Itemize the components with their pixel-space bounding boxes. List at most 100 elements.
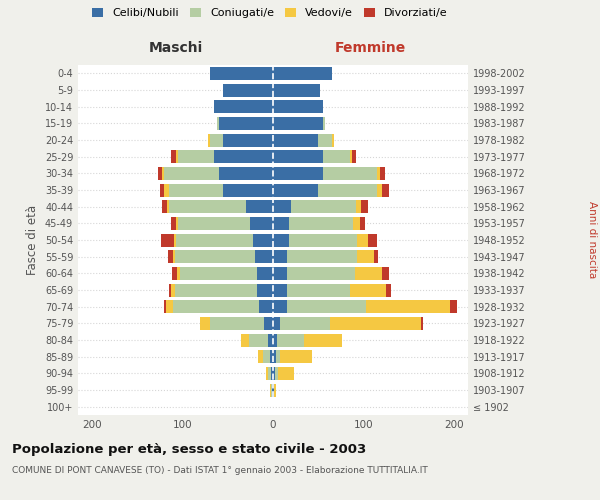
Bar [274,384,276,396]
Bar [304,334,342,346]
Bar [367,300,450,313]
Bar [168,250,173,263]
Text: COMUNE DI PONT CANAVESE (TO) - Dati ISTAT 1° gennaio 2003 - Elaborazione TUTTITA: COMUNE DI PONT CANAVESE (TO) - Dati ISTA… [12,466,428,475]
Bar [253,234,273,246]
Bar [250,217,273,230]
Bar [259,300,273,313]
Bar [273,317,280,330]
Bar [173,300,259,313]
Bar [323,150,350,163]
Bar [377,167,380,180]
Bar [257,267,273,280]
Bar [278,367,294,380]
Bar [209,317,264,330]
Bar [291,200,356,213]
Bar [158,167,163,180]
Bar [380,167,385,180]
Bar [276,350,280,363]
Bar [179,267,257,280]
Bar [257,350,263,363]
Bar [268,334,273,346]
Bar [358,250,374,263]
Bar [273,100,323,113]
Bar [271,384,272,396]
Text: Maschi: Maschi [148,41,203,55]
Bar [273,134,319,146]
Bar [200,317,209,330]
Bar [273,184,319,196]
Bar [208,134,209,146]
Bar [263,350,270,363]
Bar [257,284,273,296]
Bar [355,267,382,280]
Bar [169,284,170,296]
Y-axis label: Fasce di età: Fasce di età [26,205,39,275]
Bar [209,67,273,80]
Bar [350,150,352,163]
Bar [255,250,273,263]
Bar [173,250,175,263]
Bar [175,284,257,296]
Bar [176,217,178,230]
Bar [377,184,382,196]
Bar [382,267,389,280]
Bar [280,317,330,330]
Bar [160,184,164,196]
Bar [289,217,353,230]
Bar [209,134,223,146]
Bar [273,200,291,213]
Bar [214,100,273,113]
Bar [172,150,176,163]
Bar [368,234,377,246]
Text: Popolazione per età, sesso e stato civile - 2003: Popolazione per età, sesso e stato civil… [12,442,366,456]
Bar [352,150,356,163]
Bar [356,200,361,213]
Bar [170,284,175,296]
Bar [174,234,176,246]
Legend: Celibi/Nubili, Coniugati/e, Vedovi/e, Divorziati/e: Celibi/Nubili, Coniugati/e, Vedovi/e, Di… [88,4,452,23]
Bar [323,117,325,130]
Bar [323,167,377,180]
Bar [167,200,169,213]
Bar [178,217,250,230]
Bar [176,234,253,246]
Bar [319,184,377,196]
Bar [273,67,332,80]
Bar [273,117,323,130]
Bar [287,300,367,313]
Bar [214,150,273,163]
Bar [266,367,268,380]
Bar [273,334,277,346]
Bar [273,167,323,180]
Bar [164,167,218,180]
Bar [273,84,320,96]
Bar [272,384,273,396]
Bar [268,367,271,380]
Bar [280,350,312,363]
Bar [241,334,248,346]
Bar [270,384,271,396]
Bar [287,284,350,296]
Bar [223,84,273,96]
Bar [275,367,278,380]
Bar [271,367,273,380]
Bar [273,350,276,363]
Bar [273,300,287,313]
Bar [277,334,304,346]
Bar [217,117,218,130]
Bar [374,250,378,263]
Bar [273,284,287,296]
Bar [350,284,386,296]
Bar [273,150,323,163]
Bar [178,150,214,163]
Bar [218,167,273,180]
Bar [450,300,457,313]
Bar [175,250,255,263]
Bar [164,184,169,196]
Bar [361,200,368,213]
Bar [246,200,273,213]
Bar [273,217,289,230]
Bar [332,134,334,146]
Bar [287,250,358,263]
Bar [248,334,268,346]
